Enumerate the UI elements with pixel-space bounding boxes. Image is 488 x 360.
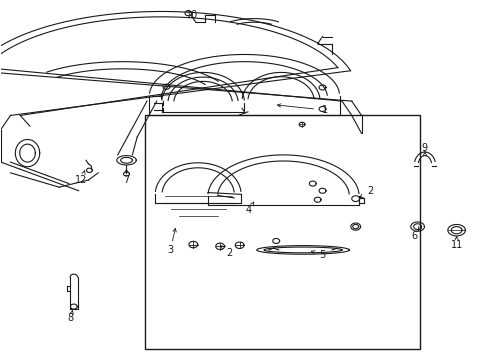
Bar	[144, 116, 419, 348]
Text: 4: 4	[245, 206, 251, 216]
Text: 11: 11	[449, 239, 462, 249]
Text: 7: 7	[123, 175, 129, 185]
Text: 5: 5	[319, 250, 325, 260]
Text: 10: 10	[186, 10, 198, 20]
Text: 6: 6	[410, 231, 416, 240]
Text: 1: 1	[321, 105, 327, 115]
Text: 3: 3	[167, 245, 173, 255]
Text: 2: 2	[226, 248, 232, 258]
Text: 9: 9	[421, 143, 427, 153]
Text: 2: 2	[366, 186, 373, 196]
Text: 12: 12	[75, 175, 87, 185]
Text: 8: 8	[67, 313, 73, 323]
